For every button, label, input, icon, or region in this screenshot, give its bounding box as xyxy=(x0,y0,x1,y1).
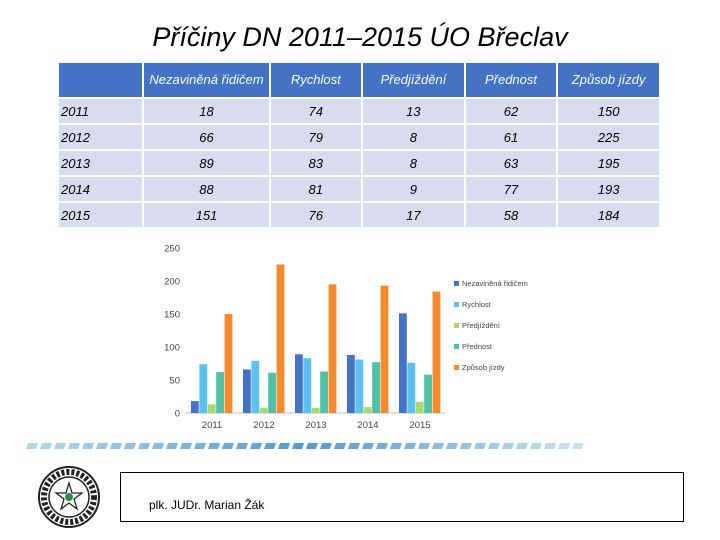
table-cell-year: 2012 xyxy=(59,125,143,149)
table-cell: 76 xyxy=(270,203,362,227)
x-tick-label: 2014 xyxy=(357,420,378,431)
bar xyxy=(432,291,441,413)
legend-label: Předjíždění xyxy=(462,321,501,330)
y-tick-label: 0 xyxy=(175,409,180,420)
table-cell: 63 xyxy=(465,151,557,175)
bar xyxy=(295,354,303,413)
bar xyxy=(372,362,380,413)
table-cell: 13 xyxy=(363,99,464,123)
bar xyxy=(243,369,251,413)
signature-text: plk. JUDr. Marian Žák xyxy=(149,498,265,512)
table-header-predjizdeni: Předjíždění xyxy=(363,63,464,97)
legend-swatch xyxy=(454,344,459,349)
table-cell: 88 xyxy=(144,177,269,201)
table-cell: 8 xyxy=(363,151,464,175)
table-row: 2011 18 74 13 62 150 xyxy=(59,99,659,123)
table-cell: 193 xyxy=(558,177,659,201)
x-tick-label: 2015 xyxy=(409,420,430,431)
bar xyxy=(311,407,320,413)
table-cell-year: 2015 xyxy=(59,203,143,227)
y-tick-label: 200 xyxy=(164,277,180,288)
table-cell: 18 xyxy=(144,99,269,123)
bar xyxy=(224,314,233,413)
legend-label: Nezaviněná řidičem xyxy=(462,279,528,288)
table-header-zpusob-jizdy: Způsob jízdy xyxy=(558,63,659,97)
y-tick-label: 50 xyxy=(169,376,180,387)
bar xyxy=(355,359,364,413)
table-row: 2015 151 76 17 58 184 xyxy=(59,203,659,227)
bar xyxy=(259,407,268,413)
y-tick-label: 250 xyxy=(164,244,180,255)
bar xyxy=(380,285,389,413)
data-table: Nezaviněná řidičem Rychlost Předjíždění … xyxy=(57,61,661,229)
table-header-nezavinena: Nezaviněná řidičem xyxy=(144,63,269,97)
bar xyxy=(303,358,312,413)
bar xyxy=(320,371,328,413)
bar xyxy=(251,360,260,413)
table-header-prednost: Přednost xyxy=(465,63,557,97)
table-cell: 17 xyxy=(363,203,464,227)
bar xyxy=(415,401,424,413)
y-tick-label: 100 xyxy=(164,343,180,354)
bar xyxy=(216,372,224,413)
table-row: 2013 89 83 8 63 195 xyxy=(59,151,659,175)
table-cell: 151 xyxy=(144,203,269,227)
page-title: Příčiny DN 2011–2015 ÚO Břeclav xyxy=(152,22,568,52)
bar xyxy=(268,372,276,413)
bar xyxy=(199,364,208,413)
table-cell: 61 xyxy=(465,125,557,149)
table-cell: 77 xyxy=(465,177,557,201)
table-cell: 89 xyxy=(144,151,269,175)
y-tick-label: 150 xyxy=(164,310,180,321)
table-cell: 184 xyxy=(558,203,659,227)
bar xyxy=(347,354,355,413)
x-tick-label: 2011 xyxy=(202,420,222,431)
legend-swatch xyxy=(454,365,459,370)
bar xyxy=(363,407,372,413)
bar-chart: 0 50 100 150 200 250 2011 2012 2013 2014 2015 Nezav… xyxy=(164,244,528,432)
table-header-row: Nezaviněná řidičem Rychlost Předjíždění … xyxy=(59,63,659,97)
table-cell: 225 xyxy=(558,125,659,149)
x-tick-label: 2013 xyxy=(305,420,326,431)
legend-label: Rychlost xyxy=(462,300,492,309)
table-cell: 150 xyxy=(558,99,659,123)
bar xyxy=(328,284,337,413)
table-header-corner xyxy=(59,63,143,97)
bar xyxy=(207,404,216,413)
table-cell: 83 xyxy=(270,151,362,175)
table-row: 2012 66 79 8 61 225 xyxy=(59,125,659,149)
signature-box: plk. JUDr. Marian Žák xyxy=(120,472,684,522)
table-cell: 195 xyxy=(558,151,659,175)
legend-swatch xyxy=(454,281,459,286)
police-badge-icon xyxy=(38,466,100,528)
table-cell-year: 2013 xyxy=(59,151,143,175)
table-cell: 81 xyxy=(270,177,362,201)
table-cell: 74 xyxy=(270,99,362,123)
table-cell: 8 xyxy=(363,125,464,149)
table-cell: 58 xyxy=(465,203,557,227)
decorative-stripe xyxy=(25,443,585,449)
table-row: 2014 88 81 9 77 193 xyxy=(59,177,659,201)
legend-swatch xyxy=(454,323,459,328)
bar xyxy=(407,362,416,413)
legend-label: Přednost xyxy=(462,342,493,351)
table-cell-year: 2014 xyxy=(59,177,143,201)
bar xyxy=(191,401,199,413)
legend-label: Způsob jízdy xyxy=(462,363,505,372)
x-tick-label: 2012 xyxy=(253,420,274,431)
bar xyxy=(276,264,285,413)
table-cell: 62 xyxy=(465,99,557,123)
bar xyxy=(424,374,432,413)
table-cell: 66 xyxy=(144,125,269,149)
table-cell: 9 xyxy=(363,177,464,201)
legend-swatch xyxy=(454,302,459,307)
bar xyxy=(399,313,407,413)
table-cell: 79 xyxy=(270,125,362,149)
table-header-rychlost: Rychlost xyxy=(270,63,362,97)
table-cell-year: 2011 xyxy=(59,99,143,123)
